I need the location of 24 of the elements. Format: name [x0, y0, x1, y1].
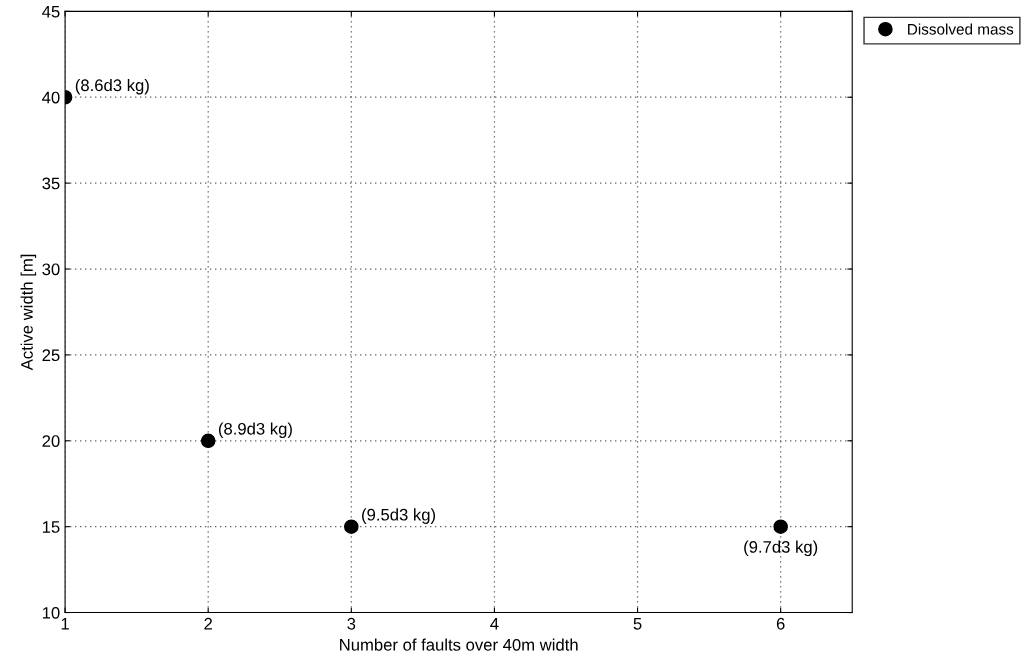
- x-tick-label: 5: [633, 618, 642, 630]
- x-tick-label: 6: [776, 617, 785, 630]
- annotation: (9.7d3 kg): [744, 540, 818, 557]
- x-tick-label: 2: [204, 617, 212, 630]
- annotation: (8.6d3 kg): [75, 78, 149, 95]
- point: [773, 519, 788, 534]
- y-tick-label: 35: [42, 177, 60, 190]
- point: [200, 433, 216, 449]
- y-tick-label: 10: [42, 606, 60, 619]
- x-tick-label: 4: [490, 618, 499, 630]
- y-tick-label: 15: [42, 521, 60, 533]
- y-tick-label: 30: [42, 263, 60, 276]
- x-axis-title: Number of faults over 40m width: [340, 638, 578, 651]
- annotation: (8.9d3 kg): [218, 422, 292, 439]
- y-axis-title: Active width [m]: [20, 254, 37, 371]
- point: [344, 519, 359, 534]
- y-tick-label: 20: [42, 435, 60, 447]
- y-tick-label: 40: [42, 91, 60, 104]
- x-tick-label: 3: [347, 617, 356, 630]
- y-tick-label: 25: [42, 349, 60, 362]
- legend-label: Dissolved mass: [908, 23, 1014, 35]
- y-tick-label: 45: [42, 5, 60, 18]
- x-tick-label: 1: [61, 618, 69, 630]
- annotation: (9.5d3 kg): [362, 508, 436, 524]
